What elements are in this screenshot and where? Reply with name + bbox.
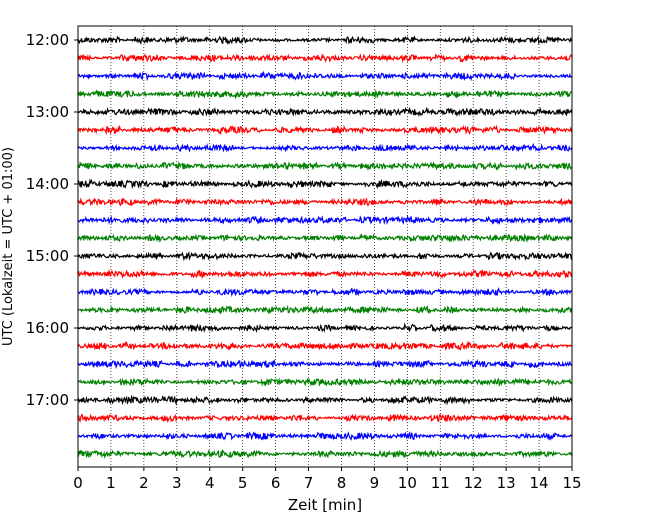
x-tick-label: 9 — [370, 474, 380, 492]
x-tick-label: 0 — [73, 474, 83, 492]
seismic-trace — [77, 287, 573, 298]
seismic-trace — [77, 70, 573, 82]
y-tick-label: 14:00 — [26, 175, 69, 193]
y-tick-label: 17:00 — [26, 391, 69, 409]
seismic-trace — [77, 358, 573, 370]
x-tick-label: 4 — [205, 474, 215, 492]
seismic-trace — [77, 35, 573, 45]
seismic-trace — [77, 394, 573, 406]
seismic-trace — [77, 124, 573, 136]
seismic-traces — [77, 35, 573, 459]
seismic-trace — [77, 106, 573, 118]
x-tick-label: 8 — [337, 474, 347, 492]
seismic-trace — [77, 413, 573, 423]
x-tick-label: 7 — [304, 474, 314, 492]
y-tick-label: 13:00 — [26, 103, 69, 121]
x-tick-label: 11 — [431, 474, 450, 492]
seismic-trace — [77, 233, 573, 243]
seismic-trace — [77, 160, 573, 172]
y-tick-label: 12:00 — [26, 31, 69, 49]
seismic-trace — [77, 268, 573, 280]
seismic-trace — [77, 53, 573, 63]
x-tick-label: 13 — [497, 474, 516, 492]
plot-frame — [77, 25, 573, 468]
y-tick-label: 15:00 — [26, 247, 69, 265]
x-tick-label: 15 — [562, 474, 581, 492]
seismic-trace — [77, 89, 573, 100]
seismic-trace — [77, 449, 573, 459]
x-tick-label: 10 — [398, 474, 417, 492]
y-axis-ticks: 12:00 13:00 14:00 15:00 16:00 17:00 — [26, 31, 78, 409]
x-tick-label: 6 — [271, 474, 281, 492]
seismic-trace — [77, 322, 573, 333]
seismic-trace — [77, 178, 573, 190]
x-tick-label: 1 — [106, 474, 116, 492]
seismic-trace — [77, 340, 572, 351]
seismic-trace — [77, 142, 573, 153]
x-tick-label: 14 — [530, 474, 549, 492]
x-axis-ticks: 0 1 2 3 4 5 6 7 8 9 10 11 12 13 14 15 — [73, 467, 582, 492]
x-tick-label: 3 — [172, 474, 182, 492]
seismic-trace — [77, 214, 573, 226]
x-tick-label: 12 — [464, 474, 483, 492]
seismic-trace — [77, 431, 573, 441]
seismic-trace — [77, 251, 573, 262]
y-axis-label: UTC (Lokalzeit = UTC + 01:00) — [1, 147, 16, 346]
y-tick-label: 16:00 — [26, 319, 69, 337]
x-tick-label: 2 — [139, 474, 149, 492]
x-axis-label: Zeit [min] — [288, 496, 362, 514]
seismic-trace — [77, 304, 573, 315]
x-tick-label: 5 — [238, 474, 248, 492]
seismic-trace — [77, 197, 573, 207]
seismic-trace — [77, 377, 573, 387]
